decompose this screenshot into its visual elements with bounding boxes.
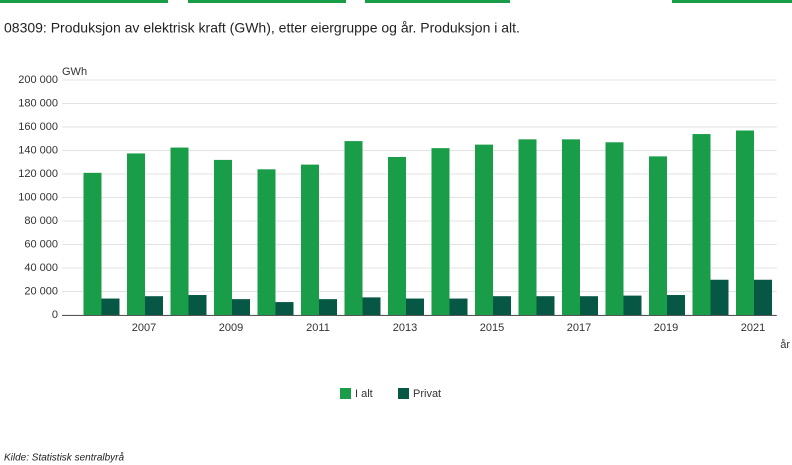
x-tick-label: 2019 <box>654 322 678 334</box>
source: Kilde: Statistisk sentralbyrå <box>4 452 124 464</box>
y-tick-label: 80 000 <box>24 215 58 227</box>
bar <box>388 156 406 315</box>
bar <box>649 156 667 315</box>
y-tick-label: 120 000 <box>18 168 58 180</box>
bar <box>362 297 381 315</box>
bar <box>449 298 468 315</box>
bar <box>214 159 232 315</box>
y-tick-label: 200 000 <box>18 74 58 86</box>
bar <box>83 172 102 315</box>
bar <box>145 296 163 315</box>
y-tick-label: 60 000 <box>24 238 58 250</box>
bar <box>301 164 319 315</box>
tab-line <box>0 0 168 3</box>
bar <box>536 296 555 315</box>
bar <box>232 299 250 315</box>
y-axis-label: GWh <box>62 66 87 78</box>
y-tick-label: 100 000 <box>18 191 58 203</box>
y-tick-label: 180 000 <box>18 97 58 109</box>
legend-swatch <box>340 388 351 399</box>
bar <box>475 144 493 315</box>
bar <box>518 139 537 315</box>
bar <box>257 169 276 315</box>
bar <box>406 298 424 315</box>
y-tick-label: 0 <box>52 309 58 321</box>
x-axis-label: år <box>780 339 790 351</box>
bar <box>754 279 772 315</box>
y-tick-label: 20 000 <box>24 285 58 297</box>
tab-line <box>188 0 346 3</box>
y-tick-label: 140 000 <box>18 144 58 156</box>
bar <box>127 153 145 315</box>
x-tick-label: 2017 <box>567 322 591 334</box>
bar <box>319 299 337 315</box>
y-tick-label: 40 000 <box>24 262 58 274</box>
legend-label: I alt <box>355 388 373 400</box>
x-tick-label: 2013 <box>393 322 417 334</box>
bar <box>692 134 711 315</box>
x-tick-label: 2007 <box>132 322 156 334</box>
tab-line <box>672 0 792 3</box>
bar <box>710 279 729 315</box>
bar <box>188 295 207 315</box>
bar <box>667 295 685 315</box>
chart-title: 08309: Produksjon av elektrisk kraft (GW… <box>4 20 520 36</box>
bar <box>562 139 580 315</box>
x-tick-label: 2015 <box>480 322 504 334</box>
bar <box>275 302 294 315</box>
bar <box>170 147 189 315</box>
tab-line <box>365 0 510 3</box>
bar <box>580 296 598 315</box>
y-tick-label: 160 000 <box>18 121 58 133</box>
x-tick-label: 2011 <box>306 322 330 334</box>
bar <box>605 142 624 315</box>
x-tick-label: 2009 <box>219 322 243 334</box>
bar <box>101 298 120 315</box>
legend-label: Privat <box>413 388 441 400</box>
legend-swatch <box>398 388 409 399</box>
bar <box>493 296 511 315</box>
bar <box>431 148 450 315</box>
bar <box>623 295 642 315</box>
bar <box>736 130 754 315</box>
x-tick-label: 2021 <box>741 322 765 334</box>
bar <box>344 141 363 315</box>
